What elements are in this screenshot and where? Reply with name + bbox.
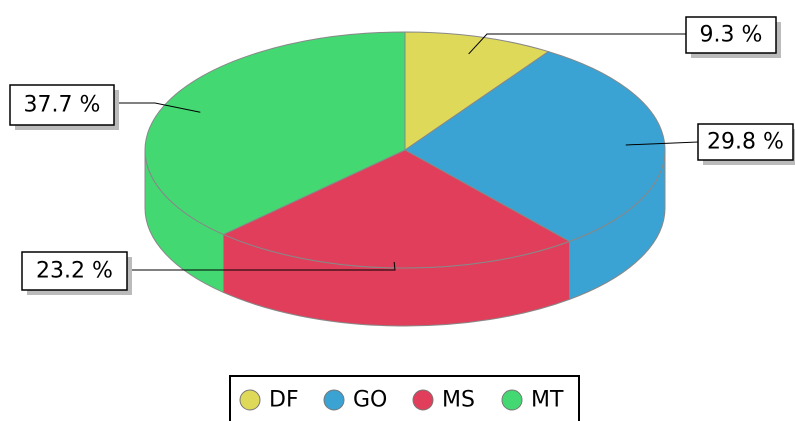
legend-swatch — [501, 389, 523, 411]
data-label: 23.2 % — [36, 259, 113, 284]
legend-label: MS — [442, 388, 475, 413]
slice — [404, 51, 666, 242]
legend: DF GO MS MT — [229, 375, 580, 421]
data-label: 9.3 % — [700, 23, 763, 48]
legend-swatch — [412, 389, 434, 411]
legend-label: MT — [531, 388, 564, 413]
slice — [404, 31, 550, 151]
label-box — [697, 123, 794, 161]
leader-line — [127, 261, 396, 271]
data-label: 37.7 % — [24, 93, 101, 118]
slice — [222, 149, 571, 269]
leader-line — [625, 141, 699, 146]
data-label: 29.8 % — [707, 130, 784, 155]
label-box — [685, 16, 777, 54]
slice — [144, 31, 406, 236]
label-box — [21, 251, 128, 291]
labels: 9.3 % 29.8 % 23.2 % 37.7 % — [9, 16, 795, 295]
leader-line — [468, 33, 686, 55]
legend-swatch — [323, 389, 345, 411]
label-box — [9, 84, 115, 126]
legend-label: GO — [353, 388, 387, 413]
legend-frame — [229, 375, 580, 421]
pie — [144, 31, 666, 327]
legend-label: DF — [269, 388, 299, 413]
leader-line — [114, 102, 201, 113]
legend-swatch — [239, 389, 261, 411]
